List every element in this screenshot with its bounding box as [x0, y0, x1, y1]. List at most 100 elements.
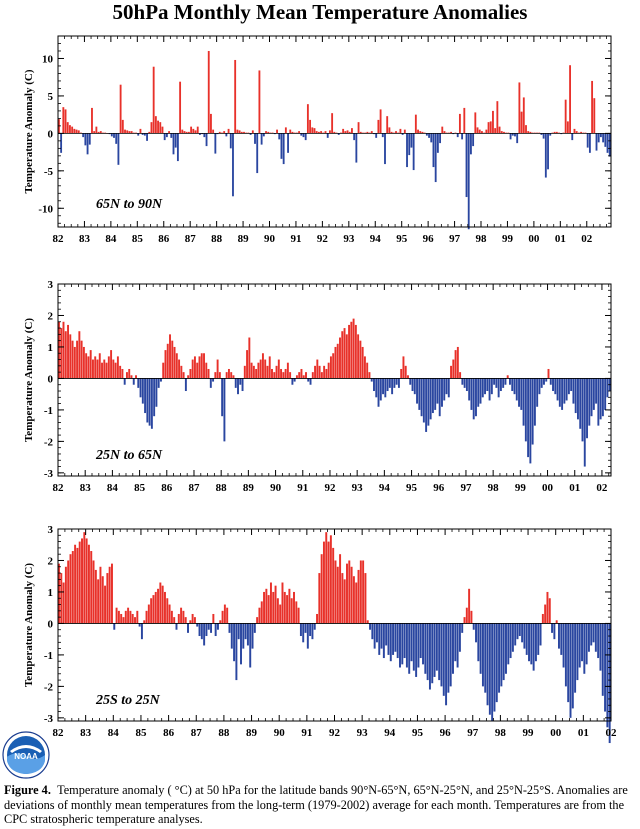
x-tick-label: 83 — [79, 233, 91, 245]
bar — [212, 378, 215, 382]
bar — [514, 623, 517, 646]
x-tick-label: 89 — [246, 727, 258, 739]
bar — [157, 120, 159, 134]
bar — [276, 598, 279, 624]
bar — [459, 372, 462, 379]
bar — [320, 131, 323, 134]
x-tick-label: 86 — [161, 482, 173, 494]
bar — [223, 604, 226, 624]
bar — [505, 623, 507, 674]
bar — [529, 131, 532, 134]
bar — [357, 122, 360, 134]
bar — [314, 365, 317, 379]
bar — [386, 378, 389, 392]
bar — [106, 573, 109, 624]
bar — [351, 128, 353, 134]
bar — [146, 133, 148, 141]
bar — [366, 362, 369, 379]
bar — [494, 128, 497, 134]
bar — [440, 623, 443, 687]
bar — [581, 378, 584, 442]
bar — [221, 610, 224, 624]
bar — [402, 356, 405, 379]
bar — [94, 569, 97, 624]
bar — [112, 359, 115, 379]
bar — [553, 131, 556, 134]
y-tick-label: 10 — [42, 53, 54, 65]
bar — [273, 372, 276, 379]
bar — [514, 133, 516, 137]
bar — [539, 623, 542, 646]
bar — [597, 623, 600, 659]
bar — [291, 378, 294, 385]
bar — [382, 378, 385, 395]
bar — [306, 623, 309, 649]
bar — [290, 598, 293, 624]
bar — [179, 81, 182, 134]
bar — [128, 368, 131, 379]
bar — [481, 131, 483, 134]
bar — [491, 623, 494, 721]
bar — [164, 350, 167, 379]
bar — [488, 623, 491, 715]
bar — [254, 133, 256, 144]
bar — [309, 623, 312, 637]
bar — [502, 378, 505, 388]
bar — [410, 133, 413, 148]
x-tick-label: 83 — [80, 482, 92, 494]
bar — [590, 623, 593, 646]
plot-frame — [57, 35, 612, 228]
bar — [468, 588, 471, 624]
bar — [131, 613, 134, 624]
bar — [180, 607, 183, 624]
bar — [506, 375, 509, 379]
bar — [530, 623, 533, 665]
bar — [341, 331, 344, 379]
bar — [225, 372, 228, 379]
bar — [313, 128, 316, 134]
bar — [130, 375, 133, 379]
bar — [205, 133, 208, 147]
bar — [570, 378, 573, 392]
bar — [348, 131, 351, 134]
bar — [181, 129, 184, 134]
bar — [157, 378, 160, 388]
bar — [432, 133, 435, 168]
region-label: 65N to 90N — [96, 197, 163, 212]
bar — [153, 378, 156, 417]
bar — [154, 116, 157, 134]
bar — [339, 554, 342, 624]
bar — [87, 544, 90, 624]
bar — [71, 126, 74, 134]
bar — [583, 623, 586, 674]
bar — [434, 133, 437, 183]
bar — [450, 365, 453, 379]
y-tick-label: -10 — [38, 203, 53, 215]
bar — [74, 544, 77, 624]
bar — [346, 130, 349, 134]
bar — [218, 372, 221, 379]
bar — [587, 623, 590, 652]
bar — [375, 623, 378, 643]
bar — [226, 607, 229, 624]
bar — [369, 623, 372, 630]
bar — [604, 378, 607, 410]
x-tick-label: 89 — [243, 482, 255, 494]
bar — [348, 560, 351, 624]
bar — [560, 623, 563, 655]
bar — [520, 111, 523, 134]
bar — [547, 133, 549, 170]
bar — [327, 362, 330, 379]
bar — [443, 131, 446, 134]
bar — [176, 133, 179, 162]
bar — [193, 617, 196, 624]
bar — [288, 588, 291, 624]
bar — [389, 623, 392, 662]
bar — [536, 378, 539, 407]
bar — [573, 128, 576, 134]
bar — [405, 623, 408, 668]
bar — [333, 131, 336, 134]
y-axis-label: Temperature Anomaly (C) — [23, 563, 35, 687]
bar — [401, 623, 404, 665]
